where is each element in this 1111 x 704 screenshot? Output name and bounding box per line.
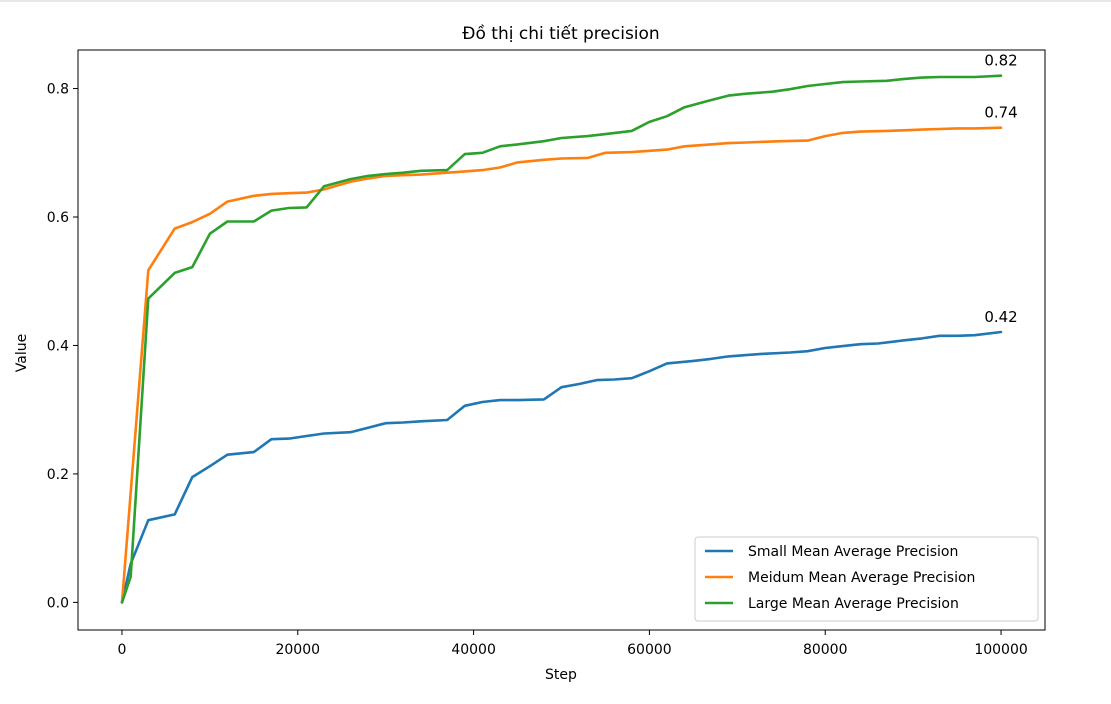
x-tick-label: 100000: [974, 642, 1027, 658]
y-axis-ticks: 0.0 0.2 0.4 0.6 0.8: [47, 82, 78, 611]
legend-label-large: Large Mean Average Precision: [748, 596, 959, 612]
end-value-label-small: 0.42: [984, 308, 1017, 326]
series-line-meidum: [120, 126, 1003, 604]
x-tick-label: 20000: [275, 642, 320, 658]
y-tick-label: 0.2: [47, 467, 69, 483]
legend: Small Mean Average Precision Meidum Mean …: [694, 536, 1039, 622]
end-labels: 0.42 0.74 0.82: [984, 52, 1017, 326]
series-line-large: [120, 74, 1003, 604]
y-axis-label: Value: [14, 334, 30, 372]
chart-title: Đồ thị chi tiết precision: [462, 23, 659, 44]
plot-frame: [77, 49, 1046, 631]
x-tick-label: 40000: [451, 642, 496, 658]
end-value-label-meidum: 0.74: [984, 104, 1017, 122]
series-line-small: [120, 330, 1003, 604]
x-axis-label: Step: [545, 667, 577, 683]
legend-box: [694, 536, 1039, 622]
y-tick-label: 0.0: [47, 595, 69, 611]
x-tick-label: 60000: [627, 642, 672, 658]
x-tick-label: 80000: [803, 642, 848, 658]
legend-label-small: Small Mean Average Precision: [748, 544, 958, 560]
x-axis-ticks: 0 20000 40000 60000 80000 100000: [117, 630, 1028, 658]
series-lines: [120, 74, 1003, 604]
legend-label-meidum: Meidum Mean Average Precision: [748, 570, 975, 586]
y-tick-label: 0.6: [47, 210, 69, 226]
x-tick-label: 0: [117, 642, 126, 658]
top-divider: [0, 0, 1111, 2]
y-tick-label: 0.4: [47, 338, 69, 354]
y-tick-label: 0.8: [47, 82, 69, 98]
plot-area: [77, 49, 1046, 631]
end-value-label-large: 0.82: [984, 52, 1017, 70]
